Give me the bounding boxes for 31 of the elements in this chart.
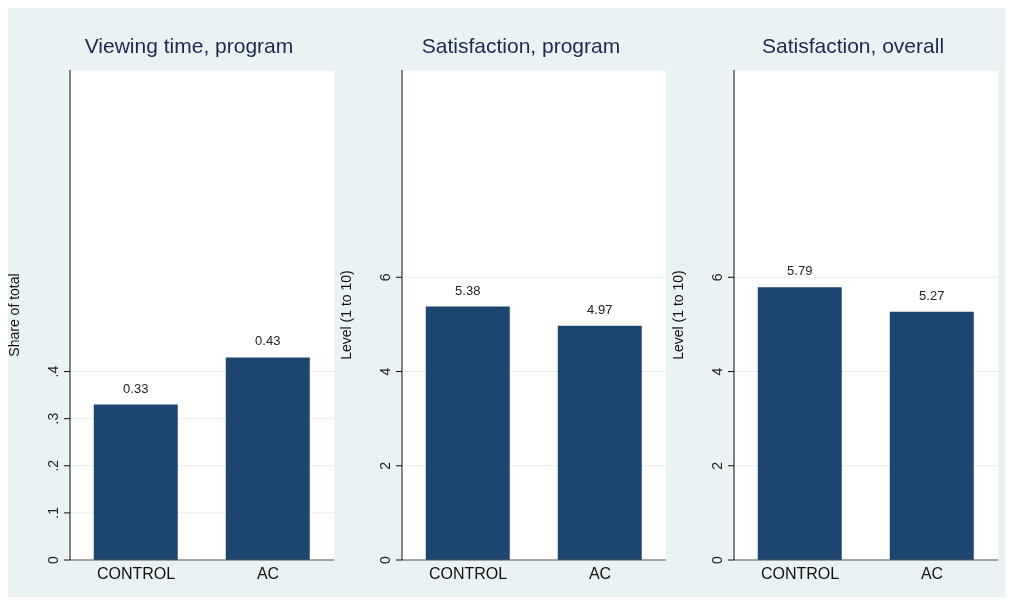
chart-title: Viewing time, program [83,33,295,59]
y-tick-label: 4 [709,367,725,376]
y-tick-label: 6 [709,273,725,282]
y-tick-label: .2 [45,459,61,472]
y-tick-label: .3 [45,412,61,425]
x-tick-label: CONTROL [760,565,840,583]
y-tick-label: 0 [709,555,725,564]
y-axis-title: Share of total [5,273,22,357]
data-label: 5.38 [455,282,481,298]
x-tick-label: CONTROL [96,565,176,583]
y-tick-label: 2 [709,461,725,470]
data-label: 4.97 [587,301,613,317]
chart-title: Satisfaction, overall [760,33,946,59]
data-label: 5.79 [787,263,813,279]
data-label: 0.33 [123,380,149,396]
y-tick-label: 0 [45,555,61,564]
y-tick-label: 0 [377,555,393,564]
y-tick-label: 6 [377,273,393,282]
y-axis-title: Level (1 to 10) [337,270,354,360]
y-tick-label: .4 [45,365,61,378]
y-axis-title: Level (1 to 10) [669,270,686,360]
y-tick-label: .1 [45,506,61,519]
y-tick-label: 4 [377,367,393,376]
x-tick-label: CONTROL [428,565,508,583]
y-tick-label: 2 [377,461,393,470]
x-tick-label: AC [256,565,280,583]
data-label: 5.27 [919,287,945,303]
data-label: 0.43 [255,333,281,349]
x-tick-label: AC [588,565,612,583]
x-tick-label: AC [920,565,944,583]
chart-title: Satisfaction, program [420,33,622,59]
